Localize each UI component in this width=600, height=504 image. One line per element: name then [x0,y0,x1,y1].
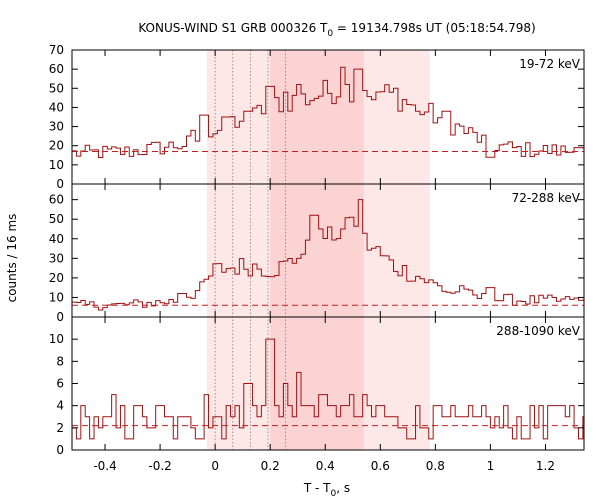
panel-label-2: 288-1090 keV [496,324,580,338]
y-tick-label-2-0: 0 [56,443,64,457]
chart-title-rest: = 19134.798s UT (05:18:54.798) [333,21,536,35]
panel-label-1: 72-288 keV [512,191,581,205]
data-layer [72,66,584,440]
y-tick-label-1-1: 10 [49,290,64,304]
y-tick-label-2-2: 4 [56,399,64,413]
chart-title-sub: 0 [327,29,333,39]
chart-title: KONUS-WIND S1 GRB 000326 T0 = 19134.798s… [138,21,535,39]
x-tick-label-7: 1 [487,459,495,473]
chart-title-main: KONUS-WIND S1 GRB 000326 T [138,21,328,35]
y-tick-label-2-3: 6 [56,377,64,391]
y-tick-label-1-2: 20 [49,271,64,285]
y-tick-label-2-5: 10 [49,332,64,346]
y-tick-label-0-4: 40 [49,100,64,114]
y-tick-label-0-6: 60 [49,62,64,76]
x-axis-label-sub: 0 [331,489,337,499]
lightcurve-1 [72,199,584,311]
y-tick-label-0-1: 10 [49,158,64,172]
y-tick-label-1-0: 0 [56,310,64,324]
x-axis-label-main: T - T [303,481,331,495]
x-tick-label-6: 0.8 [426,459,445,473]
x-tick-label-4: 0.4 [316,459,335,473]
y-tick-label-0-5: 50 [49,81,64,95]
lightcurve-0 [72,66,584,159]
y-tick-label-1-3: 30 [49,251,64,265]
panel-label-0: 19-72 keV [519,57,581,71]
y-tick-label-2-1: 2 [56,421,64,435]
x-tick-label-0: -0.4 [93,459,116,473]
frame-layer [71,49,585,451]
shaded-interval-1 [270,50,364,450]
y-tick-label-2-4: 8 [56,354,64,368]
y-tick-label-0-2: 20 [49,139,64,153]
x-axis-label-rest: , s [336,481,350,495]
shade-layer [206,50,430,450]
y-tick-label-1-5: 50 [49,212,64,226]
x-axis-label: T - T0, s [303,481,350,499]
y-tick-label-1-6: 60 [49,193,64,207]
x-tick-label-3: 0.2 [261,459,280,473]
lightcurve-2 [72,338,584,440]
y-tick-label-0-0: 0 [56,177,64,191]
x-tick-label-2: 0 [211,459,219,473]
x-tick-label-5: 0.6 [371,459,390,473]
y-tick-label-1-4: 40 [49,232,64,246]
y-tick-label-0-3: 30 [49,120,64,134]
y-tick-label-0-7: 70 [49,43,64,57]
x-tick-label-1: -0.2 [148,459,171,473]
y-axis-label: counts / 16 ms [5,214,19,303]
x-tick-label-8: 1.2 [536,459,555,473]
